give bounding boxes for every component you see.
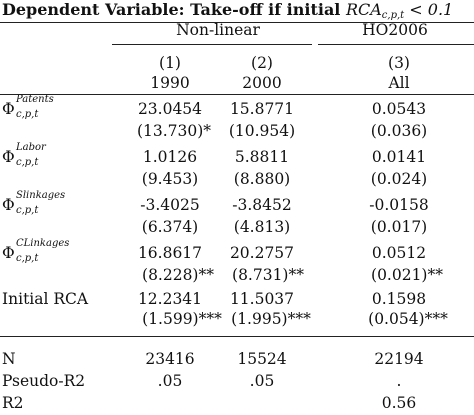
se-clinkages-3: (0.021)**	[371, 266, 443, 284]
row-label-r2: R2	[2, 394, 24, 412]
stat-n-2: 15524	[237, 350, 287, 368]
coef-initial-rca-1: 12.2341	[137, 290, 203, 308]
stats-rule	[0, 336, 474, 337]
stat-n-1: 23416	[145, 350, 195, 368]
se-patents-1: (13.730)*	[136, 122, 212, 140]
column-period-2: 2000	[242, 74, 282, 92]
coef-patents-1: 23.0454	[137, 100, 203, 118]
coef-slinkages-3: -0.0158	[369, 196, 429, 214]
se-initial-rca-3: (0.054)***	[368, 310, 448, 328]
table-title: Dependent Variable: Take-off if initial …	[2, 0, 453, 26]
ho2006-underline	[318, 44, 474, 45]
nonlinear-underline	[112, 44, 312, 45]
coef-initial-rca-3: 0.1598	[371, 290, 427, 308]
header-rule	[0, 94, 474, 95]
column-number-3: (3)	[388, 54, 410, 72]
se-labor-1: (9.453)	[141, 170, 199, 188]
group-header-ho2006: HO2006	[362, 21, 428, 39]
stat-pseudo-r2-3: .	[396, 372, 402, 390]
column-period-3: All	[388, 74, 410, 92]
coef-clinkages-2: 20.2757	[229, 244, 295, 262]
se-slinkages-1: (6.374)	[141, 218, 199, 236]
row-label-initial-rca: Initial RCA	[2, 290, 89, 308]
se-patents-2: (10.954)	[228, 122, 296, 140]
title-math: RCAc,p,t < 0.1	[345, 0, 454, 21]
column-period-1: 1990	[150, 74, 190, 92]
se-labor-2: (8.880)	[233, 170, 291, 188]
row-label-phi-labor: Φ Labor c,p,t	[2, 142, 46, 168]
column-number-2: (2)	[251, 54, 273, 72]
coef-labor-1: 1.0126	[142, 148, 198, 166]
top-rule	[0, 22, 474, 23]
se-initial-rca-1: (1.599)***	[142, 310, 222, 328]
row-label-pseudo-r2: Pseudo-R2	[2, 372, 86, 390]
se-labor-3: (0.024)	[370, 170, 428, 188]
coef-patents-2: 15.8771	[229, 100, 295, 118]
se-initial-rca-2: (1.995)***	[231, 310, 311, 328]
stat-pseudo-r2-1: .05	[157, 372, 183, 390]
column-number-1: (1)	[159, 54, 181, 72]
coef-slinkages-2: -3.8452	[232, 196, 292, 214]
row-label-phi-clinkages: Φ CLinkages c,p,t	[2, 238, 70, 264]
coef-labor-2: 5.8811	[234, 148, 290, 166]
coef-clinkages-1: 16.8617	[137, 244, 203, 262]
coef-labor-3: 0.0141	[371, 148, 427, 166]
row-label-n: N	[2, 350, 16, 368]
coef-initial-rca-2: 11.5037	[229, 290, 295, 308]
se-clinkages-1: (8.228)**	[142, 266, 214, 284]
coef-slinkages-1: -3.4025	[140, 196, 200, 214]
coef-clinkages-3: 0.0512	[371, 244, 427, 262]
se-slinkages-3: (0.017)	[370, 218, 428, 236]
row-label-phi-slinkages: Φ Slinkages c,p,t	[2, 190, 66, 216]
stat-pseudo-r2-2: .05	[249, 372, 275, 390]
se-patents-3: (0.036)	[370, 122, 428, 140]
se-clinkages-2: (8.731)**	[232, 266, 304, 284]
se-slinkages-2: (4.813)	[233, 218, 291, 236]
stat-n-3: 22194	[374, 350, 424, 368]
stat-r2-3: 0.56	[381, 394, 417, 412]
group-header-nonlinear: Non-linear	[176, 21, 260, 39]
title-text: Dependent Variable: Take-off if initial	[2, 0, 346, 19]
coef-patents-3: 0.0543	[371, 100, 427, 118]
row-label-phi-patents: Φ Patents c,p,t	[2, 94, 54, 120]
